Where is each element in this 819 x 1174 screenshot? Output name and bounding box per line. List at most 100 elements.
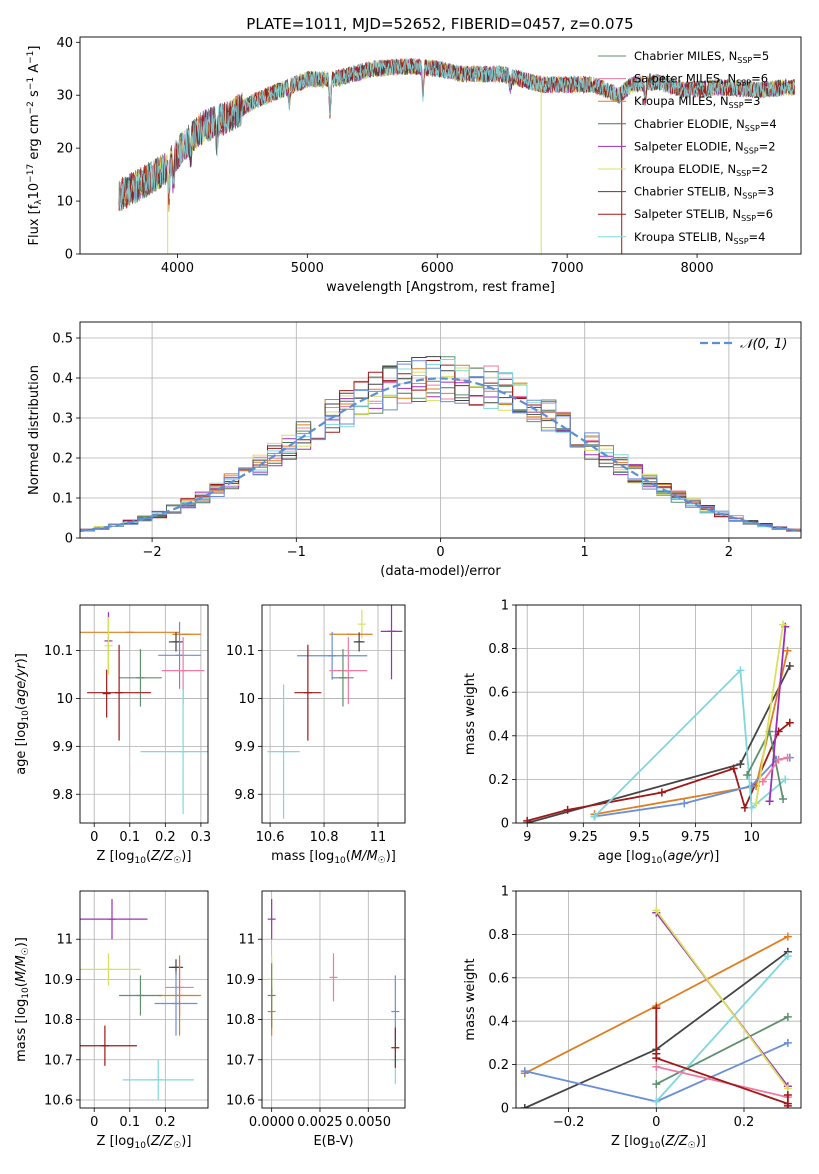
axes-frame: [515, 890, 802, 1109]
legend-label: Chabrier ELODIE, NSSP=4: [634, 117, 777, 133]
point-marker: [783, 1038, 792, 1047]
x-tick-label: 9: [523, 830, 531, 845]
x-tick-label: 10: [743, 830, 760, 845]
x-tick-label: 0.0025: [297, 1115, 343, 1130]
x-tick-label: 9.75: [681, 830, 710, 845]
point-marker: [729, 764, 738, 773]
point-marker: [752, 799, 761, 808]
legend-label: Kroupa STELIB, NSSP=4: [634, 230, 765, 246]
data-point: [168, 632, 184, 652]
y-tick-label: 0.4: [488, 729, 509, 744]
data-point: [267, 899, 276, 940]
point-marker: [520, 1104, 529, 1108]
y-tick-label: 30: [56, 89, 73, 104]
point-marker: [783, 1012, 792, 1021]
point-marker: [652, 1097, 661, 1106]
y-tick-label: 0.6: [488, 686, 509, 701]
axes-frame: [79, 890, 209, 1109]
y-axis-label: mass weight: [463, 958, 478, 1040]
y-tick-label: 9.9: [234, 740, 255, 755]
y-tick-label: 0: [501, 817, 509, 832]
weight-series: [652, 906, 792, 1093]
data-point: [87, 644, 152, 741]
series-line: [593, 668, 786, 818]
data-point: [297, 631, 368, 680]
y-tick-label: 0: [501, 1102, 509, 1117]
point-marker: [747, 803, 756, 812]
plot-mass_vs_EBV: [267, 899, 400, 1084]
x-tick-label: 4000: [161, 261, 194, 276]
axes-residuals: −2 −1 0 1 2 0 0.1 0.2 0.3 0.4 0.5 (data-model)/erro…: [27, 321, 802, 579]
y-tick-label: 11: [56, 933, 73, 948]
data-point: [119, 649, 162, 707]
legend-entry: Salpeter MILES, NSSP=6: [598, 72, 768, 88]
x-tick-label: 9.5: [629, 830, 650, 845]
y-tick-label: 10.6: [44, 1093, 73, 1108]
x-axis-label: mass [log10(M/M☉)]: [271, 849, 396, 866]
data-point: [140, 689, 208, 814]
y-tick-label: 0: [65, 532, 73, 547]
series-line: [656, 1065, 789, 1099]
x-tick-label: 0.0000: [249, 1115, 295, 1130]
point-marker: [652, 906, 661, 915]
y-tick-label: 40: [56, 36, 73, 51]
plot-spectrum: [118, 57, 795, 254]
x-tick-label: 0.2: [155, 830, 176, 845]
y-tick-label: 10: [56, 692, 73, 707]
point-marker: [740, 803, 749, 812]
legend-label: Kroupa ELODIE, NSSP=2: [634, 162, 768, 178]
data-point: [380, 605, 403, 680]
y-tick-label: 10.8: [226, 1013, 255, 1028]
axes-mass_vs_Z: 0 0.1 0.2 10.6 10.7 10.8 10.9 11 Z [log10(Z/Z☉)]…: [14, 890, 209, 1151]
x-tick-label: 5000: [291, 261, 324, 276]
data-point: [294, 644, 322, 741]
point-marker: [520, 1067, 529, 1076]
point-marker: [652, 1062, 661, 1071]
y-axis-label: age [log10(age/yr)]: [14, 653, 31, 775]
x-tick-label: 0: [90, 830, 98, 845]
point-marker: [783, 952, 792, 961]
y-tick-label: 0.6: [488, 971, 509, 986]
spectrum-line: [118, 58, 795, 209]
axes-frame: [79, 321, 802, 539]
point-marker: [783, 1101, 792, 1108]
point-marker: [680, 799, 689, 808]
point-marker: [523, 816, 532, 823]
y-axis-label: Normed distribution: [27, 365, 42, 495]
y-axis-label: Flux [fλ10−17 erg cm−2 s−1 A−1]: [26, 46, 44, 246]
data-point: [119, 975, 162, 1016]
x-tick-label: 11: [370, 830, 387, 845]
y-tick-label: 0.2: [52, 452, 73, 467]
weight-series: [523, 718, 794, 823]
legend-entry: Chabrier ELODIE, NSSP=4: [598, 117, 777, 133]
axes-spectrum: 4000 5000 6000 7000 8000 0 10 20 30 40 wavelength …: [26, 36, 802, 295]
y-tick-label: 0.2: [488, 1058, 509, 1073]
x-tick-label: 1: [581, 545, 589, 560]
point-marker: [779, 795, 788, 804]
point-marker: [652, 1054, 661, 1063]
y-tick-label: 10.8: [44, 1013, 73, 1028]
x-tick-label: −0.2: [553, 1115, 585, 1130]
x-tick-label: 0: [652, 1115, 660, 1130]
x-tick-label: 10.6: [256, 830, 285, 845]
data-point: [332, 649, 354, 707]
y-tick-label: 20: [56, 142, 73, 157]
y-tick-label: 0.8: [488, 928, 509, 943]
y-tick-label: 10.7: [44, 1053, 73, 1068]
axes-weight_vs_age: 9 9.25 9.5 9.75 10 0 0.2 0.4 0.6 0.8 1 age [log10(a…: [463, 599, 802, 866]
y-axis-label: mass [log10(M/M☉)]: [14, 937, 31, 1062]
point-marker: [783, 646, 792, 655]
axes-frame: [261, 604, 406, 824]
y-tick-label: 9.9: [52, 740, 73, 755]
x-tick-label: 10.8: [310, 830, 339, 845]
y-tick-label: 10.1: [44, 644, 73, 659]
plot-area: [262, 605, 405, 823]
weight-series: [652, 1004, 792, 1108]
weight-series: [652, 1012, 792, 1089]
point-marker: [736, 760, 745, 769]
histogram-series: [80, 360, 801, 532]
x-tick-label: 9.25: [569, 830, 598, 845]
y-tick-label: 1: [501, 885, 509, 900]
legend-label: Salpeter ELODIE, NSSP=2: [634, 139, 776, 155]
